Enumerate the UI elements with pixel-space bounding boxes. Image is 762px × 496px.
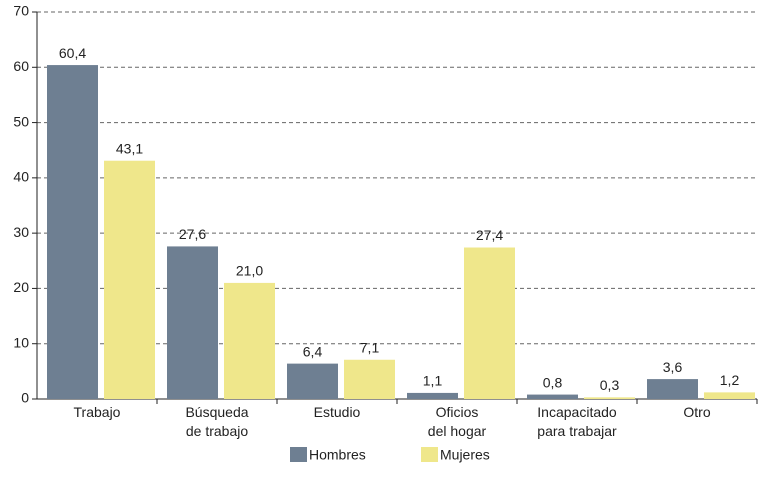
data-label: 43,1 — [116, 140, 143, 156]
bar — [647, 379, 698, 399]
data-label: 3,6 — [663, 359, 683, 375]
x-tick-label: Trabajo — [74, 404, 121, 420]
x-tick-label: Otro — [683, 404, 710, 420]
data-label: 21,0 — [236, 263, 263, 279]
x-tick-label-line: Búsqueda — [185, 404, 248, 420]
data-label: 1,2 — [720, 372, 740, 388]
x-tick-label: Búsqueda de trabajo — [185, 404, 248, 439]
y-tick-label: 0 — [21, 390, 29, 406]
y-tick-label: 60 — [13, 58, 29, 74]
data-label: 0,8 — [543, 374, 563, 390]
y-tick-label: 70 — [13, 3, 29, 19]
legend-swatch — [421, 447, 438, 462]
y-tick-label: 10 — [13, 334, 29, 350]
bar — [584, 397, 635, 399]
bar — [407, 392, 458, 399]
data-label: 27,4 — [476, 227, 503, 243]
y-tick-label: 50 — [13, 113, 29, 129]
x-tick-label-line: Incapacitado — [537, 404, 617, 420]
data-label: 1,1 — [423, 373, 443, 389]
y-tick-label: 30 — [13, 224, 29, 240]
x-tick-label-line: Oficios — [436, 404, 479, 420]
bar — [287, 363, 338, 399]
bar — [464, 247, 515, 399]
data-label: 27,6 — [179, 226, 206, 242]
bar — [104, 160, 155, 399]
x-tick-label-line: Trabajo — [74, 404, 121, 420]
bar — [224, 282, 275, 399]
x-tick-label: Estudio — [314, 404, 361, 420]
bar — [344, 359, 395, 399]
x-tick-label-line: para trabajar — [537, 423, 617, 439]
x-tick-label-line: de trabajo — [186, 423, 248, 439]
data-label: 6,4 — [303, 343, 323, 359]
bar — [527, 394, 578, 399]
legend-swatch — [290, 447, 307, 462]
legend-label: Hombres — [309, 447, 366, 463]
x-tick-label-line: del hogar — [428, 423, 487, 439]
data-label: 0,3 — [600, 377, 620, 393]
data-label: 60,4 — [59, 45, 86, 61]
x-tick-label: Incapacitado para trabajar — [537, 404, 617, 439]
legend-label: Mujeres — [440, 447, 490, 463]
bar — [704, 392, 755, 399]
y-tick-label: 40 — [13, 169, 29, 185]
data-label: 7,1 — [360, 339, 380, 355]
bar — [167, 246, 218, 399]
y-tick-label: 20 — [13, 279, 29, 295]
x-tick-label-line: Estudio — [314, 404, 361, 420]
bar — [47, 65, 98, 400]
x-tick-label-line: Otro — [683, 404, 710, 420]
x-tick-label: Oficios del hogar — [428, 404, 487, 439]
